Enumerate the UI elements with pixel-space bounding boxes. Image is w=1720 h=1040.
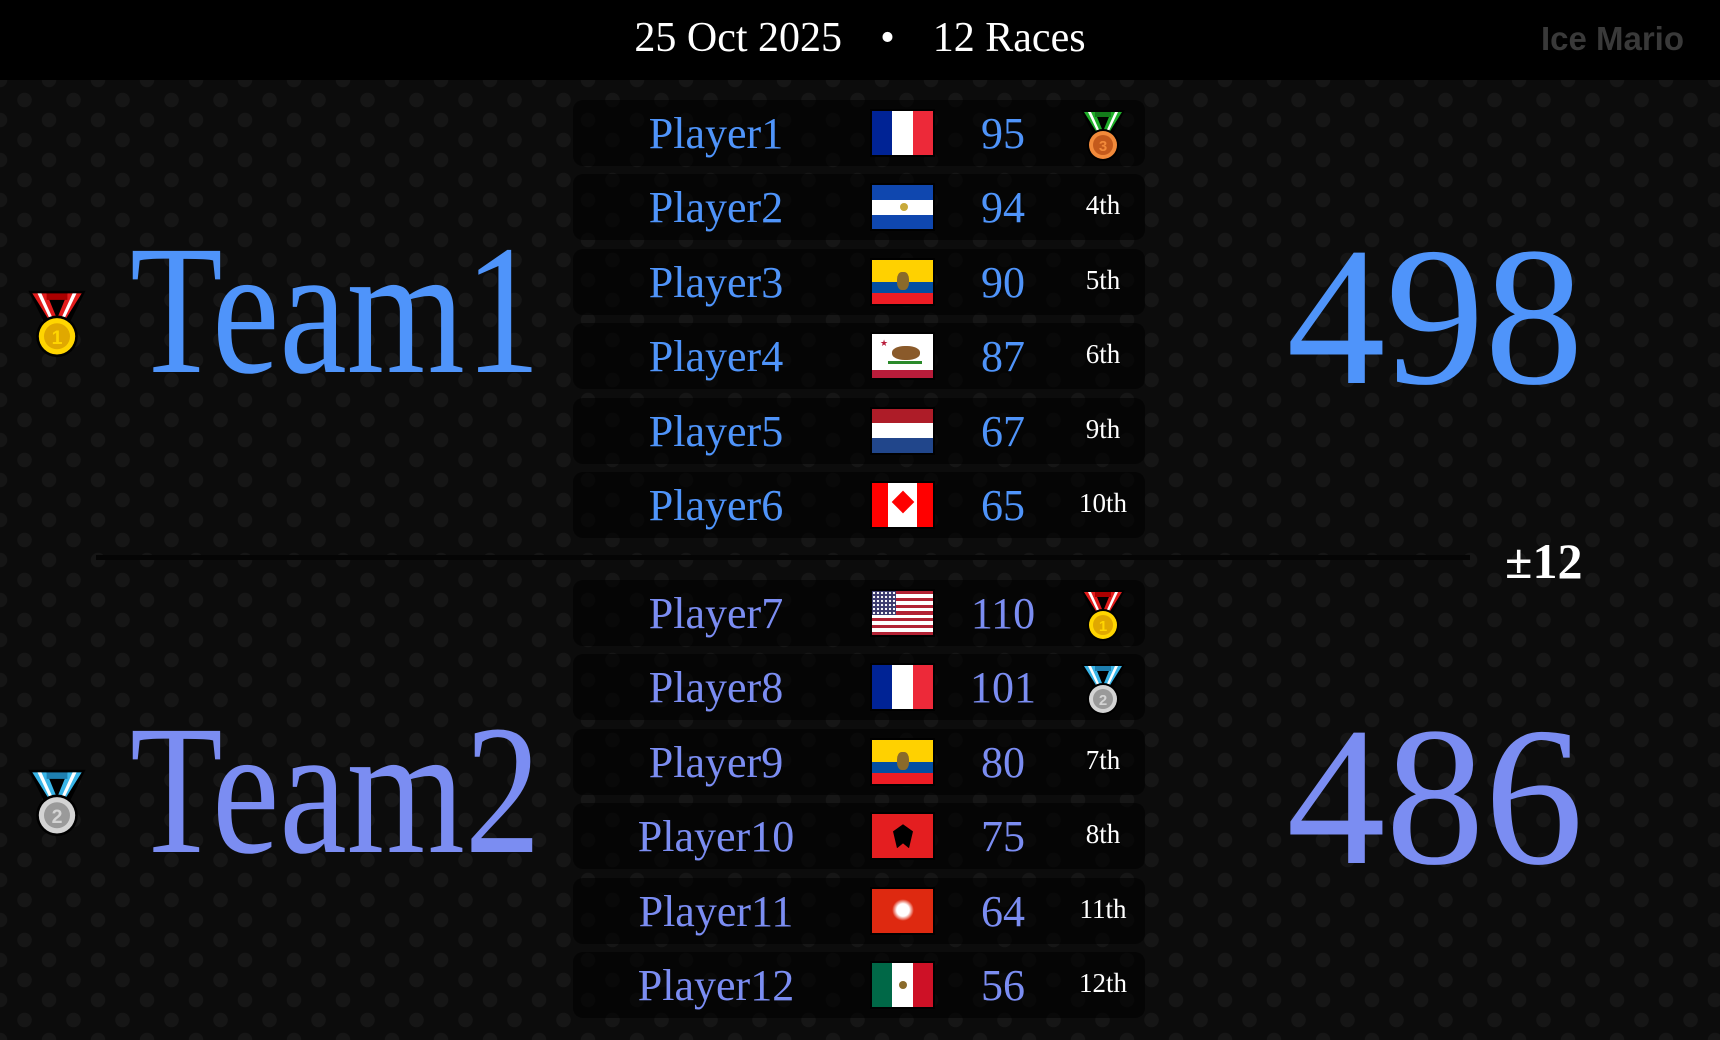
svg-text:2: 2 xyxy=(1099,692,1107,709)
player-rank: 9th xyxy=(1085,413,1121,444)
player-rank: 12th xyxy=(1078,968,1127,998)
player-score: 95 xyxy=(981,109,1025,158)
player-row: Player11 64 11th xyxy=(573,877,1145,944)
player-row: Player9 80 7th xyxy=(573,728,1145,795)
player-score: 87 xyxy=(981,332,1025,382)
ecuador-flag-icon xyxy=(870,257,935,306)
player-row: Player8 101 2 xyxy=(573,654,1145,721)
player-score: 90 xyxy=(981,257,1025,307)
france-flag-icon xyxy=(870,663,935,712)
event-date: 25 Oct 2025 xyxy=(634,15,843,61)
silver-medal-icon: 2 xyxy=(1073,658,1133,718)
team-score: 486 xyxy=(1286,687,1584,906)
player-row: Player10 75 8th xyxy=(573,803,1145,870)
player-row: Player6 65 10th xyxy=(573,472,1145,538)
gold-medal-icon: 1 xyxy=(18,283,96,361)
player-name: Player7 xyxy=(648,589,784,638)
team-score: 498 xyxy=(1286,207,1584,426)
player-score: 56 xyxy=(981,961,1025,1010)
player-score: 101 xyxy=(970,663,1036,713)
player-name: Player3 xyxy=(648,257,784,307)
player-rank: 11th xyxy=(1079,893,1127,924)
svg-text:1: 1 xyxy=(52,327,63,349)
player-name: Player12 xyxy=(637,961,795,1010)
player-rank: 6th xyxy=(1085,339,1121,370)
player-row: Player1 95 3 xyxy=(573,100,1145,166)
player-row: Player12 56 12th xyxy=(573,952,1145,1018)
gold-medal-icon: 1 xyxy=(1073,584,1133,644)
hong-kong-flag-icon xyxy=(870,886,935,935)
player-name: Player9 xyxy=(648,737,784,787)
player-row: Player3 90 5th xyxy=(573,248,1145,315)
albania-flag-icon xyxy=(870,812,935,861)
player-score: 94 xyxy=(981,183,1025,233)
player-name: Player11 xyxy=(638,886,794,936)
brand-watermark: Ice Mario xyxy=(1540,20,1684,57)
bronze-medal-icon: 3 xyxy=(1073,104,1133,164)
score-difference: ±12 xyxy=(1505,533,1583,589)
silver-medal-icon: 2 xyxy=(18,762,96,840)
player-name: Player1 xyxy=(648,109,784,158)
player-score: 64 xyxy=(981,886,1025,936)
team-divider xyxy=(96,555,1470,560)
player-score: 75 xyxy=(981,812,1025,862)
player-row: Player7 110 1 xyxy=(573,580,1145,646)
player-rank: 5th xyxy=(1085,264,1121,295)
player-name: Player10 xyxy=(637,812,795,862)
player-score: 80 xyxy=(981,737,1025,787)
player-score: 67 xyxy=(981,406,1025,456)
netherlands-flag-icon xyxy=(870,406,935,455)
player-row: Player2 94 4th xyxy=(573,174,1145,241)
france-flag-icon xyxy=(870,109,935,157)
player-rank: 7th xyxy=(1085,744,1121,775)
svg-text:2: 2 xyxy=(52,806,63,828)
player-name: Player5 xyxy=(648,406,784,456)
player-row: Player4 ★ 87 6th xyxy=(573,323,1145,390)
mexico-flag-icon xyxy=(870,961,935,1009)
svg-text:3: 3 xyxy=(1099,138,1107,155)
player-score: 65 xyxy=(981,481,1025,530)
header-bar: 25 Oct 2025 • 12 Races Ice Mario xyxy=(0,0,1720,80)
california-flag-icon: ★ xyxy=(870,332,935,381)
player-rank: 10th xyxy=(1078,488,1127,518)
player-rank: 4th xyxy=(1085,190,1121,221)
ecuador-flag-icon xyxy=(870,737,935,786)
player-name: Player2 xyxy=(648,183,784,233)
svg-text:1: 1 xyxy=(1099,618,1107,635)
united-states-flag-icon xyxy=(870,589,935,637)
player-name: Player6 xyxy=(648,481,784,530)
canada-flag-icon xyxy=(870,481,935,529)
player-rank: 8th xyxy=(1085,819,1121,850)
team-name: Team1 xyxy=(130,208,541,413)
player-name: Player4 xyxy=(648,332,784,382)
player-name: Player8 xyxy=(648,663,784,713)
race-count: 12 Races xyxy=(932,15,1086,61)
separator-dot: • xyxy=(880,15,895,61)
player-score: 110 xyxy=(970,589,1036,638)
team-name: Team2 xyxy=(130,688,541,893)
el-salvador-flag-icon xyxy=(870,183,935,232)
event-summary: 25 Oct 2025 • 12 Races xyxy=(0,14,1720,62)
player-row: Player5 67 9th xyxy=(573,397,1145,464)
